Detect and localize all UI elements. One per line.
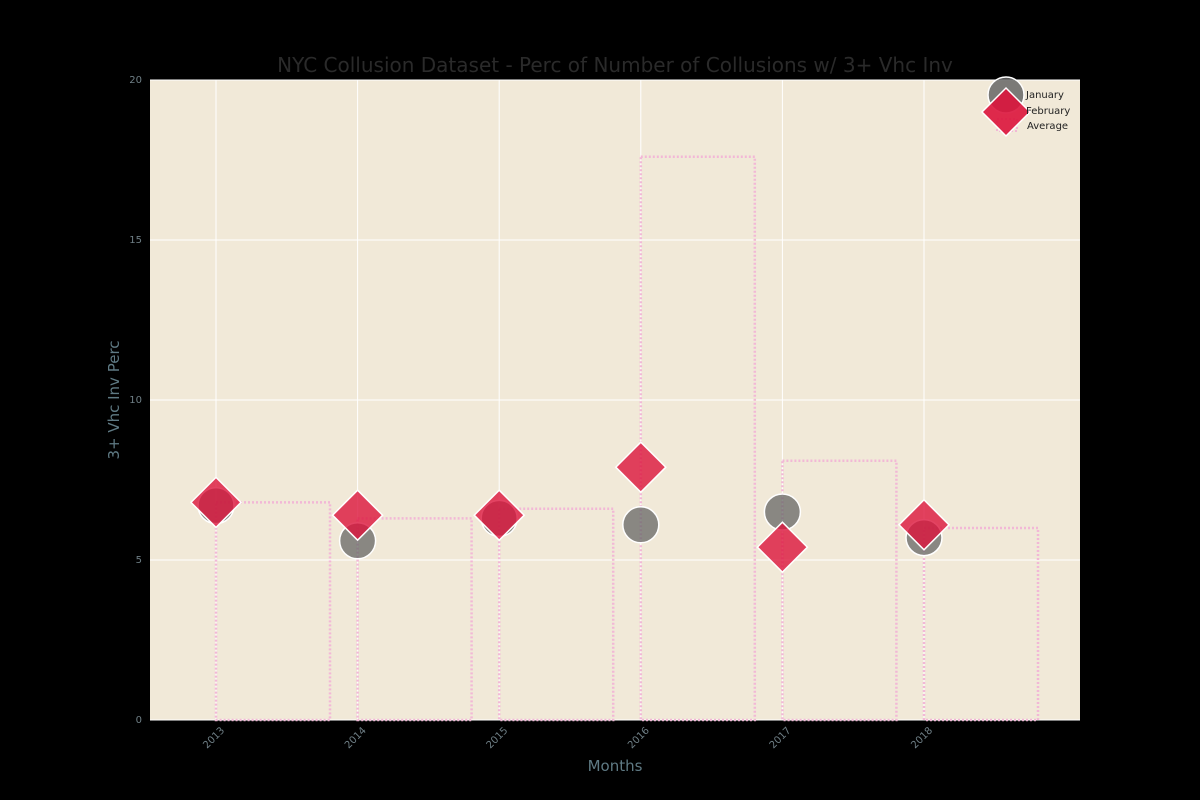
- february-point: [331, 489, 384, 542]
- average-bar: [922, 526, 1040, 722]
- x-tick-label: 2015: [485, 725, 511, 751]
- january-point: [622, 506, 660, 544]
- average-bar: [497, 507, 615, 722]
- legend: January Average February: [980, 76, 1070, 138]
- x-tick-label: 2014: [343, 725, 369, 751]
- average-bar: [781, 459, 898, 722]
- legend-label-january: January: [1025, 90, 1064, 101]
- x-tick-label: 2016: [626, 725, 652, 751]
- x-axis-ticks: 2013 2014 2015 2016 2017 2018: [201, 725, 935, 751]
- february-point: [473, 489, 526, 542]
- y-tick-label: 20: [129, 75, 142, 86]
- average-bar: [639, 155, 757, 722]
- legend-item-february: February: [980, 86, 1070, 138]
- y-tick-label: 10: [129, 395, 142, 406]
- average-bar: [214, 501, 332, 722]
- x-tick-label: 2017: [768, 725, 794, 751]
- february-point: [897, 498, 951, 551]
- x-tick-label: 2013: [201, 725, 227, 751]
- y-tick-label: 15: [129, 235, 142, 246]
- y-tick-label: 0: [136, 715, 142, 726]
- february-point: [614, 441, 667, 494]
- x-axis-label: Months: [588, 757, 643, 775]
- average-bar: [356, 517, 473, 722]
- data-points: [189, 441, 951, 574]
- average-bars: [214, 155, 1040, 722]
- february-point: [756, 521, 809, 574]
- y-axis-label: 3+ Vhc Inv Perc: [105, 340, 123, 459]
- legend-label-february: February: [1026, 106, 1070, 117]
- february-point: [189, 476, 243, 529]
- y-tick-label: 5: [136, 555, 142, 566]
- x-tick-label: 2018: [909, 725, 935, 751]
- legend-label-average: Average: [1027, 121, 1068, 132]
- legend-marker-february: [980, 86, 1032, 138]
- y-axis-ticks: 0 5 10 15 20: [129, 75, 142, 726]
- chart-title: NYC Collusion Dataset - Perc of Number o…: [277, 53, 953, 77]
